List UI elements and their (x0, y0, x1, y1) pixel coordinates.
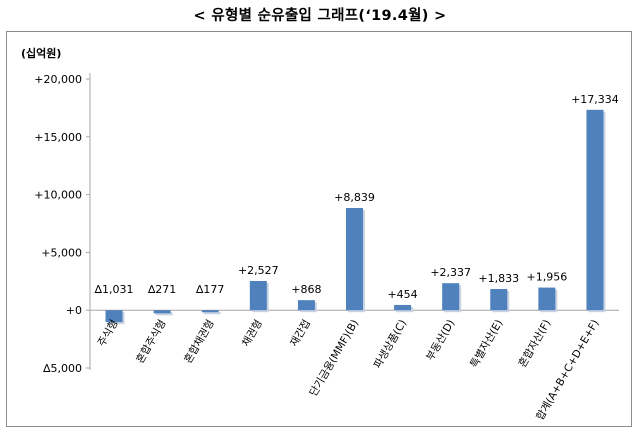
bar (153, 310, 171, 314)
data-label: +868 (291, 283, 321, 296)
data-label: +1,956 (527, 271, 568, 284)
category-label: 채권형 (240, 318, 265, 349)
bar-shadow (155, 312, 173, 316)
bar-chart: (십억원) +20,000 +15,000 +10,000 +5,000 +0 ∆5,00… (21, 46, 619, 422)
category-label: 혼합주식형 (133, 317, 168, 365)
y-tick-label: +0 (66, 304, 82, 317)
bar (394, 304, 412, 311)
data-label: ∆177 (195, 283, 224, 296)
y-tick-label: +20,000 (34, 73, 82, 86)
data-label: +8,839 (334, 191, 375, 204)
y-tick-label: +5,000 (41, 246, 82, 259)
bar (586, 109, 604, 311)
category-label: 특별자산(E) (468, 318, 505, 370)
data-label: ∆271 (147, 283, 176, 296)
data-label: ∆1,031 (94, 283, 134, 296)
data-label: +2,527 (238, 264, 279, 277)
y-axis: +20,000 +15,000 +10,000 +5,000 +0 ∆5,000 (34, 73, 619, 375)
bar (346, 208, 363, 311)
bar (490, 289, 508, 311)
bar (442, 283, 460, 311)
y-tick-label: +15,000 (34, 131, 82, 144)
y-tick-label: ∆5,000 (42, 362, 82, 375)
data-label: +2,337 (430, 266, 471, 279)
y-tick-label: +10,000 (34, 189, 82, 202)
category-label: 단기금융(MMF)(B) (308, 318, 362, 399)
bar (249, 280, 267, 311)
data-labels: ∆1,031 ∆271 ∆177 +2,527 +868 +8,839 +454 +2,337… (94, 93, 619, 301)
data-label: +1,833 (478, 272, 519, 285)
unit-label: (십억원) (21, 46, 61, 60)
category-label: 주식형 (96, 318, 121, 349)
chart-title: < 유형별 순유출입 그래프(‘19.4월) > (193, 8, 447, 24)
bar (538, 287, 556, 311)
bar (105, 310, 123, 323)
category-label: 파생상품(C) (372, 318, 409, 371)
data-label: +454 (387, 288, 417, 301)
data-label: +17,334 (571, 93, 619, 106)
category-label: 혼합채권형 (181, 317, 216, 365)
chart-frame: (십억원) +20,000 +15,000 +10,000 +5,000 +0 ∆5,00… (6, 31, 632, 427)
category-label: 부동산(D) (424, 318, 457, 363)
category-label: 재간접 (288, 318, 313, 349)
bar-shadow (203, 312, 221, 315)
bar (297, 300, 315, 311)
bar (201, 310, 219, 313)
bars (105, 109, 606, 325)
category-label: 혼합자산(F) (516, 317, 554, 369)
